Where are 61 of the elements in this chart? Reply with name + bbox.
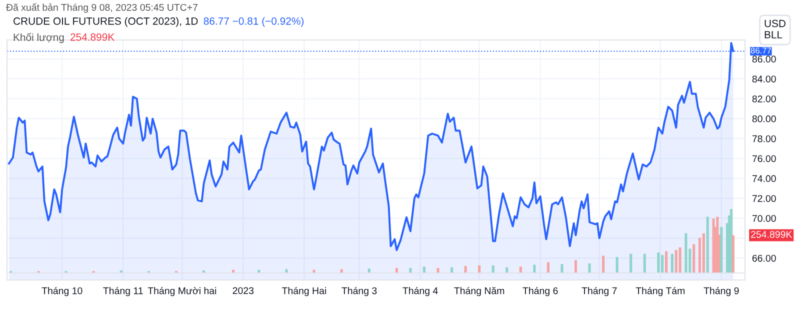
y-tick-label: 80.00 [752, 115, 776, 122]
x-tick-label: Tháng Năm [454, 286, 504, 296]
y-tick-label: 86.00 [752, 56, 776, 63]
bar [506, 267, 508, 273]
bar [588, 263, 591, 273]
bar [684, 233, 688, 273]
bar [533, 264, 536, 273]
bar [436, 268, 440, 273]
bar [450, 267, 454, 273]
bar [674, 250, 678, 273]
bar [285, 269, 288, 273]
bar [602, 256, 605, 273]
x-tick-label: Tháng 4 [402, 286, 438, 296]
bar [464, 266, 467, 273]
bar [574, 260, 578, 273]
x-tick-label: Tháng 9 [704, 286, 739, 296]
ref-line-label: 86.77 [750, 48, 771, 54]
y-tick-label: 72.00 [752, 195, 776, 202]
bar [698, 238, 702, 273]
bar [706, 216, 709, 273]
bar [702, 233, 705, 273]
bar [678, 247, 682, 273]
x-tick-label: Tháng 3 [342, 286, 377, 296]
y-tick-label: 76.00 [752, 155, 776, 162]
bar [732, 235, 734, 273]
x-tick-label: 2023 [232, 287, 254, 294]
bar [643, 254, 646, 273]
chart-subtitle: 86.77 −0.81 (−0.92%) [204, 17, 304, 27]
bar [657, 252, 660, 273]
bar [665, 251, 668, 273]
bar [720, 226, 723, 273]
text: Đã xuất bản Tháng 9 08, 2023 05:45 UTC+7 [6, 3, 198, 13]
x-tick-label: Tháng Hai [282, 286, 326, 296]
bar [422, 266, 426, 273]
x-tick-label: Tháng 11 [103, 286, 143, 296]
y-tick-label: 74.00 [752, 175, 776, 182]
y-tick-label: 82.00 [752, 95, 776, 102]
bar [661, 255, 664, 273]
y-tick-label: 70.00 [752, 214, 776, 222]
text: 254.899K [751, 230, 792, 238]
chart-title: Khối lượng [14, 32, 64, 44]
bar [546, 262, 550, 273]
bar [519, 266, 522, 273]
bar [630, 254, 632, 273]
y-axis-title: USD BLL [764, 20, 786, 38]
bar [670, 254, 674, 273]
x-tick-label: Tháng Tám [636, 286, 685, 296]
x-tick-label: Tháng 10 [42, 286, 82, 296]
y-tick-label: 66.00 [752, 254, 776, 262]
chart-subtitle: 254.899K [70, 33, 114, 41]
bar [340, 269, 343, 273]
bar [616, 257, 618, 273]
chart-title: CRUDE OIL FUTURES (OCT 2023), 1D [14, 17, 198, 27]
y-tick-label: 78.00 [752, 135, 776, 142]
x-tick-label: Tháng 7 [582, 286, 617, 296]
x-tick-label: Tháng Mười hai [148, 286, 216, 296]
x-tick-label: Tháng 6 [522, 286, 558, 296]
bar [560, 264, 564, 273]
y-tick-label: 84.00 [752, 76, 776, 82]
bar [312, 270, 316, 273]
bar [692, 244, 696, 273]
